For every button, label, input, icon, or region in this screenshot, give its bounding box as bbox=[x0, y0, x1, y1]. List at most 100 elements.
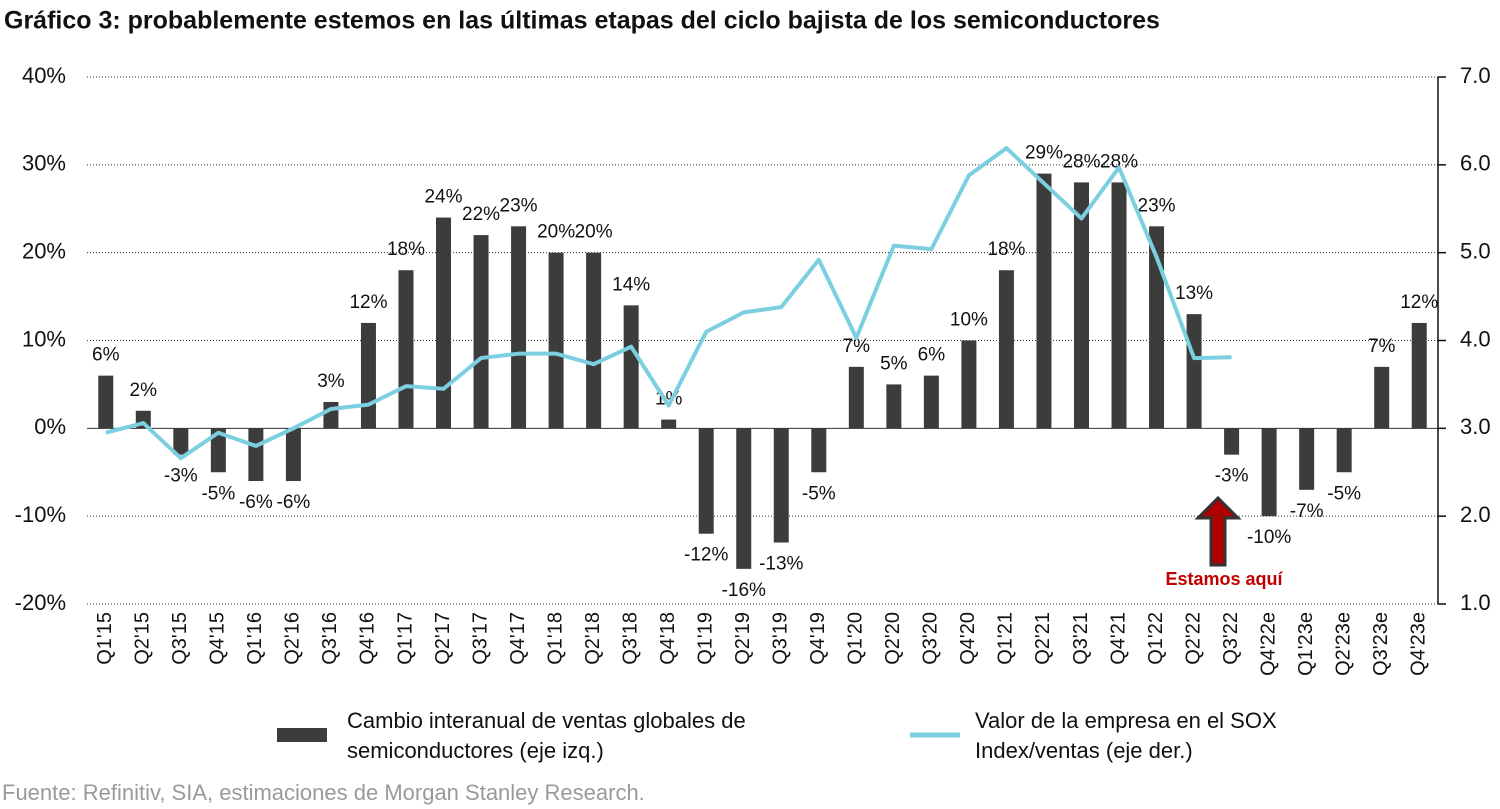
data-label: 12% bbox=[349, 292, 387, 313]
x-tick-label: Q4'16 bbox=[357, 612, 379, 665]
data-label: 24% bbox=[424, 187, 462, 208]
y-tick-label: -20% bbox=[15, 590, 66, 615]
bar bbox=[923, 375, 939, 429]
y2-tick-label: 5.0 bbox=[1460, 238, 1491, 263]
x-tick-label: Q3'20 bbox=[920, 612, 942, 665]
data-label: -13% bbox=[759, 554, 803, 575]
bar bbox=[586, 252, 602, 429]
data-label: 2% bbox=[130, 380, 158, 401]
data-label: -5% bbox=[1327, 483, 1361, 504]
legend-label: Cambio interanual de ventas globales de … bbox=[347, 708, 746, 763]
data-label: 5% bbox=[880, 353, 908, 374]
x-tick-label: Q4'18 bbox=[657, 612, 679, 665]
bar bbox=[811, 428, 827, 473]
data-label: 20% bbox=[575, 222, 613, 243]
data-label: 22% bbox=[462, 204, 500, 225]
bar bbox=[998, 270, 1014, 429]
bar bbox=[961, 340, 977, 429]
data-label: -3% bbox=[164, 466, 198, 487]
x-tick-label: Q2'15 bbox=[132, 612, 154, 665]
x-tick-label: Q2'19 bbox=[732, 612, 754, 665]
bar bbox=[173, 428, 189, 455]
bar bbox=[623, 305, 639, 429]
bar bbox=[1411, 322, 1427, 429]
x-tick-label: Q1'20 bbox=[845, 612, 867, 665]
bar bbox=[248, 428, 264, 482]
x-tick-label: Q4'15 bbox=[207, 612, 229, 665]
x-tick-label: Q3'18 bbox=[619, 612, 641, 665]
x-tick-label: Q3'15 bbox=[169, 612, 191, 665]
chart-title: Gráfico 3: probablemente estemos en las … bbox=[4, 7, 1160, 35]
data-label: -7% bbox=[1290, 501, 1324, 522]
x-tick-label: Q1'17 bbox=[394, 612, 416, 665]
x-tick-label: Q2'21 bbox=[1032, 612, 1054, 665]
data-label: 28% bbox=[1062, 151, 1100, 172]
bar bbox=[398, 270, 414, 429]
bar bbox=[848, 366, 864, 429]
bar bbox=[1036, 173, 1052, 429]
x-tick-label: Q3'23e bbox=[1370, 612, 1392, 676]
bar bbox=[1149, 226, 1165, 429]
x-tick-label: Q2'22 bbox=[1182, 612, 1204, 665]
bar bbox=[511, 226, 527, 429]
bar bbox=[736, 428, 752, 569]
y2-tick-label: 1.0 bbox=[1460, 590, 1491, 615]
data-label: 7% bbox=[1368, 336, 1396, 357]
legend-label: Valor de la empresa en el SOX Index/vent… bbox=[975, 708, 1277, 763]
x-tick-label: Q3'16 bbox=[319, 612, 341, 665]
bar bbox=[1374, 366, 1390, 429]
data-label: 13% bbox=[1175, 283, 1213, 304]
bar bbox=[323, 401, 339, 429]
bar bbox=[1224, 428, 1240, 455]
x-tick-label: Q2'18 bbox=[582, 612, 604, 665]
bar bbox=[548, 252, 564, 429]
x-tick-label: Q2'23e bbox=[1332, 612, 1354, 676]
y2-tick-label: 4.0 bbox=[1460, 326, 1491, 351]
y2-tick-label: 3.0 bbox=[1460, 414, 1491, 439]
x-tick-label: Q1'16 bbox=[244, 612, 266, 665]
bar bbox=[1336, 428, 1352, 473]
data-label: 3% bbox=[317, 371, 345, 392]
data-label: -6% bbox=[277, 492, 311, 513]
x-tick-label: Q3'22 bbox=[1220, 612, 1242, 665]
data-label: 28% bbox=[1100, 151, 1138, 172]
data-label: -16% bbox=[722, 580, 766, 601]
bar bbox=[1111, 182, 1127, 429]
y2-tick-label: 7.0 bbox=[1460, 63, 1491, 88]
bar bbox=[285, 428, 301, 482]
y2-tick-label: 6.0 bbox=[1460, 151, 1491, 176]
x-tick-label: Q2'16 bbox=[282, 612, 304, 665]
x-tick-label: Q2'20 bbox=[882, 612, 904, 665]
data-label: 29% bbox=[1025, 143, 1063, 164]
x-tick-label: Q2'17 bbox=[432, 612, 454, 665]
data-label: 6% bbox=[92, 345, 120, 366]
data-label: 10% bbox=[950, 310, 988, 331]
arrow bbox=[1194, 495, 1242, 567]
y-tick-label: 0% bbox=[34, 414, 66, 439]
bar bbox=[698, 428, 714, 534]
x-tick-label: Q4'20 bbox=[957, 612, 979, 665]
x-tick-label: Q4'19 bbox=[807, 612, 829, 665]
x-tick-label: Q4'22e bbox=[1257, 612, 1279, 676]
x-tick-label: Q1'15 bbox=[94, 612, 116, 665]
data-label: -10% bbox=[1247, 527, 1291, 548]
y-tick-label: 30% bbox=[22, 151, 66, 176]
y2-tick-label: 2.0 bbox=[1460, 502, 1491, 527]
bar bbox=[473, 235, 489, 429]
data-label: -6% bbox=[239, 492, 273, 513]
y-tick-label: 20% bbox=[22, 238, 66, 263]
x-tick-label: Q3'17 bbox=[469, 612, 491, 665]
x-tick-label: Q3'19 bbox=[770, 612, 792, 665]
data-label: 18% bbox=[987, 239, 1025, 260]
data-label: -12% bbox=[684, 545, 728, 566]
data-label: -5% bbox=[201, 483, 235, 504]
x-tick-label: Q1'22 bbox=[1145, 612, 1167, 665]
x-tick-label: Q1'21 bbox=[995, 612, 1017, 665]
data-label: 14% bbox=[612, 274, 650, 295]
line bbox=[105, 146, 1232, 461]
legend-marker bbox=[277, 728, 327, 742]
data-label: -5% bbox=[802, 483, 836, 504]
x-tick-label: Q4'23e bbox=[1408, 612, 1430, 676]
